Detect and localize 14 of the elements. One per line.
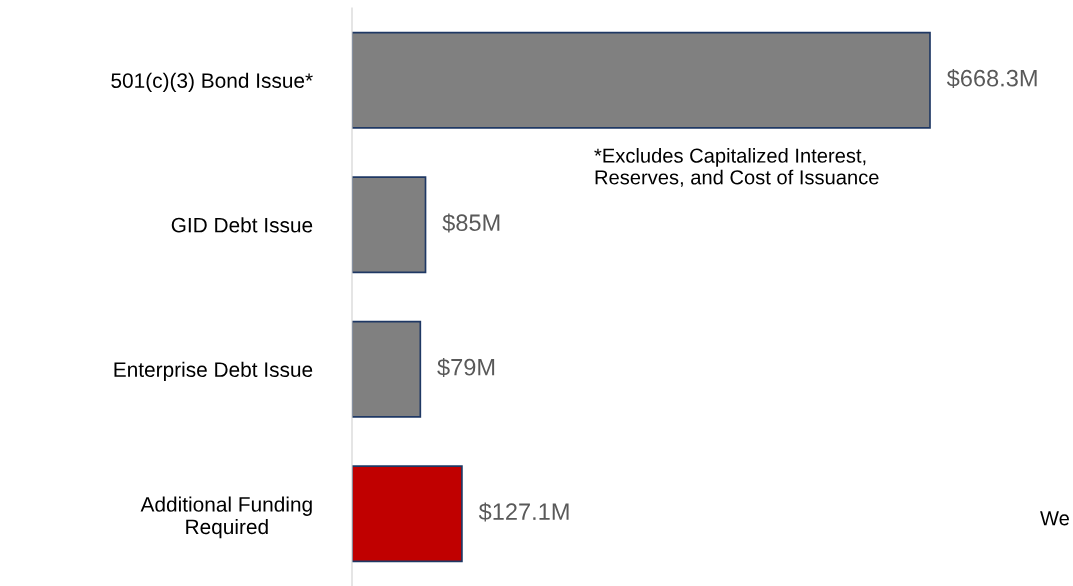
annotation: *Excludes Capitalized Interest, Reserves, and Cost of Issuance bbox=[594, 148, 879, 187]
y-tick-label: GID Debt Issue bbox=[171, 217, 313, 233]
y-tick-label: Enterprise Debt Issue bbox=[114, 361, 313, 382]
text: We bbox=[1040, 511, 1069, 526]
bar bbox=[352, 465, 463, 563]
bar bbox=[352, 176, 427, 274]
data-label: $79M bbox=[437, 357, 495, 377]
data-label: $127.1M bbox=[478, 502, 569, 522]
y-tick-label: 501(c)(3) Bond Issue* bbox=[111, 72, 313, 93]
data-label: $85M bbox=[442, 213, 500, 233]
bar bbox=[352, 320, 422, 418]
bar bbox=[352, 31, 931, 129]
y-tick-label: Additional Funding Required bbox=[140, 496, 312, 539]
data-label: $668.3M bbox=[946, 68, 1037, 88]
